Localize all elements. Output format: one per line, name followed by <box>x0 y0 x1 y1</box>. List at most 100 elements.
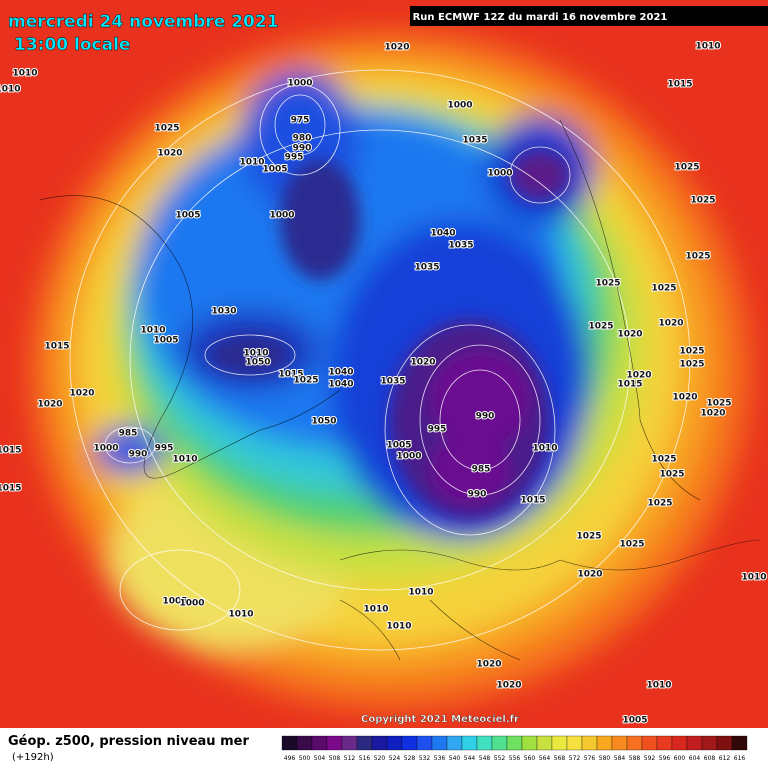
pressure-label: 1035 <box>448 241 473 251</box>
scale-label: 500 <box>299 755 311 762</box>
pressure-label: 1025 <box>690 196 715 206</box>
pressure-label: 1010 <box>228 610 253 620</box>
pressure-label: 1005 <box>162 597 187 607</box>
run-info: Run ECMWF 12Z du mardi 16 novembre 2021 <box>413 12 668 23</box>
lead-time: (+192h) <box>12 752 54 763</box>
pressure-label: 1010 <box>741 573 766 583</box>
scale-label: 612 <box>719 755 731 762</box>
pressure-labels: 1020101010101010101510001000975102598099… <box>0 41 768 727</box>
pressure-label: 985 <box>472 465 491 475</box>
pressure-label: 1015 <box>520 496 545 506</box>
pressure-label: 1010 <box>239 158 264 168</box>
scale-swatch <box>356 735 373 751</box>
scale-swatch <box>311 735 328 751</box>
pressure-label: 995 <box>285 153 304 163</box>
pressure-label: 1015 <box>278 370 303 380</box>
pressure-label: 1020 <box>157 149 182 159</box>
scale-label: 520 <box>374 755 386 762</box>
pressure-label: 1025 <box>154 124 179 134</box>
pressure-label: 1025 <box>679 347 704 357</box>
pressure-label: 990 <box>293 144 312 154</box>
pressure-label: 1020 <box>672 393 697 403</box>
pressure-label: 1010 <box>12 69 37 79</box>
pressure-label: 975 <box>291 116 310 126</box>
pressure-label: 1040 <box>328 368 353 378</box>
scale-swatch <box>626 735 643 751</box>
scale-swatch <box>341 735 358 751</box>
scale-label: 596 <box>659 755 671 762</box>
pressure-label: 1010 <box>646 681 671 691</box>
scale-label: 564 <box>539 755 551 762</box>
pressure-label: 1015 <box>0 446 22 456</box>
scale-swatch <box>551 735 568 751</box>
pressure-label: 1000 <box>487 169 512 179</box>
scale-label: 512 <box>344 755 356 762</box>
pressure-label: 1005 <box>262 165 287 175</box>
pressure-label: 1020 <box>658 319 683 329</box>
time: 13:00 locale <box>14 35 130 55</box>
pressure-label: 1050 <box>311 417 336 427</box>
scale-swatch <box>446 735 463 751</box>
scale-swatch <box>506 735 523 751</box>
pressure-label: 995 <box>155 444 174 454</box>
scale-label: 504 <box>314 755 326 762</box>
scale-label: 536 <box>434 755 446 762</box>
pressure-label: 1020 <box>617 330 642 340</box>
color-scale: 496 500 504 508 512 516 520 524 528 532 536 540 544 5… <box>281 735 748 762</box>
pressure-label: 980 <box>293 134 312 144</box>
pressure-label: 1025 <box>595 279 620 289</box>
scale-label: 532 <box>419 755 431 762</box>
scale-swatch <box>641 735 658 751</box>
scale-swatch <box>581 735 598 751</box>
pressure-label: 1020 <box>700 409 725 419</box>
pressure-label: 1030 <box>211 307 236 317</box>
scale-swatch <box>701 735 718 751</box>
scale-swatch <box>416 735 433 751</box>
pressure-label: 1010 <box>695 42 720 52</box>
pressure-label: 1020 <box>496 681 521 691</box>
pressure-label: 1025 <box>293 376 318 386</box>
pressure-label: 1015 <box>617 380 642 390</box>
pressure-label: 990 <box>476 412 495 422</box>
scale-swatch <box>731 735 748 751</box>
pressure-label: 1000 <box>396 452 421 462</box>
scale-swatch <box>491 735 508 751</box>
pressure-label: 1025 <box>706 399 731 409</box>
scale-label: 544 <box>464 755 476 762</box>
scale-swatch <box>281 735 298 751</box>
pressure-label: 1020 <box>384 43 409 53</box>
pressure-label: 1020 <box>626 371 651 381</box>
pressure-label: 1020 <box>577 570 602 580</box>
scale-label: 552 <box>494 755 506 762</box>
pressure-label: 1010 <box>140 326 165 336</box>
pressure-label: 990 <box>468 490 487 500</box>
pressure-label: 1020 <box>476 660 501 670</box>
isobars <box>69 69 691 651</box>
pressure-label: 1010 <box>0 85 21 95</box>
pressure-label: 995 <box>428 425 447 435</box>
scale-swatch <box>716 735 733 751</box>
pressure-label: 1035 <box>414 263 439 273</box>
copyright: Copyright 2021 Meteociel.fr <box>361 714 519 725</box>
scale-swatch <box>521 735 538 751</box>
scale-swatch <box>566 735 583 751</box>
pressure-label: 1010 <box>532 444 557 454</box>
run-banner <box>410 6 768 26</box>
scale-swatch <box>611 735 628 751</box>
scale-swatch <box>296 735 313 751</box>
scale-label: 528 <box>404 755 416 762</box>
pressure-label: 1020 <box>410 358 435 368</box>
scale-label: 496 <box>284 755 296 762</box>
pressure-label: 1010 <box>386 622 411 632</box>
pressure-label: 1020 <box>37 400 62 410</box>
pressure-label: 990 <box>129 450 148 460</box>
scale-label: 560 <box>524 755 536 762</box>
scale-swatch <box>371 735 388 751</box>
scale-swatch <box>686 735 703 751</box>
date: mercredi 24 novembre 2021 <box>8 12 279 32</box>
pressure-label: 1050 <box>245 358 270 368</box>
pressure-label: 1025 <box>576 532 601 542</box>
scale-label: 524 <box>389 755 401 762</box>
scale-swatch <box>536 735 553 751</box>
scale-swatch <box>671 735 688 751</box>
